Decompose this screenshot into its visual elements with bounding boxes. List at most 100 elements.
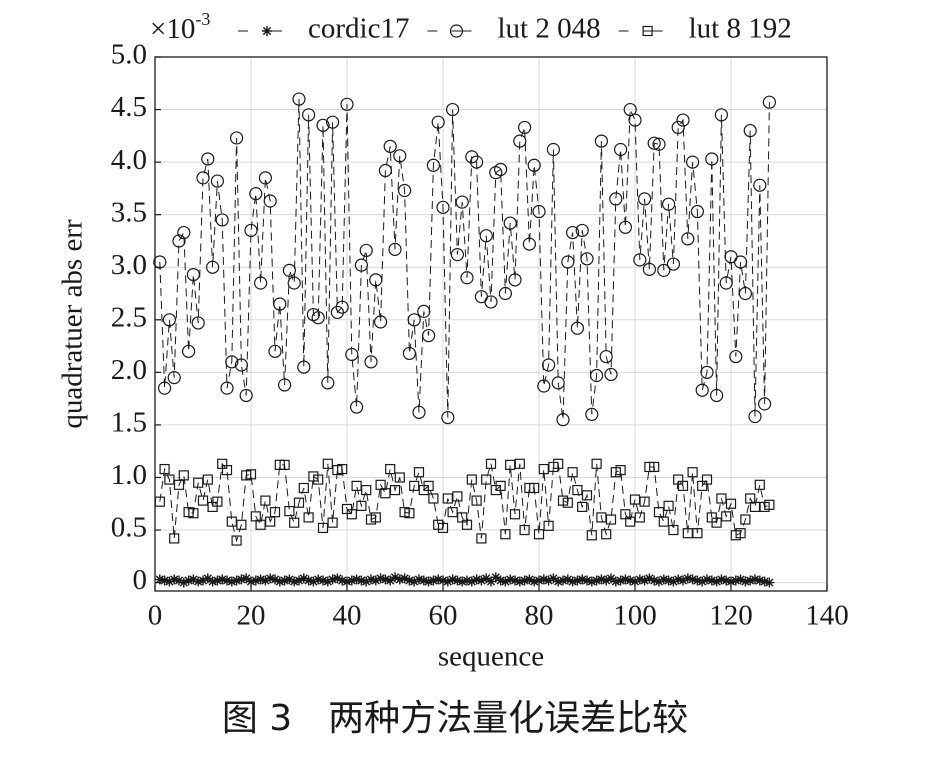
star-marker — [154, 574, 165, 585]
star-marker — [361, 576, 372, 587]
x-tick-label: 40 — [333, 600, 362, 632]
circle-marker — [580, 252, 594, 266]
star-marker — [500, 576, 511, 587]
star-marker — [169, 574, 180, 585]
star-marker — [260, 575, 271, 586]
circle-marker — [642, 262, 657, 276]
circle-marker — [695, 383, 709, 397]
square-marker — [154, 496, 165, 507]
circle-marker — [436, 200, 450, 214]
circle-marker — [484, 295, 498, 309]
star-marker — [596, 574, 607, 585]
star-marker — [625, 575, 636, 586]
circle-marker — [234, 358, 248, 372]
square-marker — [615, 465, 626, 476]
star-marker — [505, 574, 516, 585]
square-marker — [567, 467, 578, 478]
y-tick-label: 4.0 — [111, 144, 147, 176]
square-marker — [677, 480, 689, 491]
circle-marker — [225, 355, 239, 369]
circle-marker — [340, 97, 354, 111]
circle-marker — [522, 237, 537, 251]
star-marker — [682, 573, 693, 584]
star-marker — [346, 575, 357, 586]
square-marker — [764, 499, 775, 510]
square-marker — [605, 514, 617, 525]
star-marker — [495, 575, 506, 586]
star-marker — [270, 574, 280, 585]
square-marker — [389, 484, 401, 496]
square-marker — [519, 524, 530, 536]
star-marker — [414, 574, 424, 585]
star-marker — [649, 575, 660, 586]
star-marker — [577, 574, 588, 585]
square-marker — [245, 469, 257, 480]
square-marker — [668, 524, 679, 536]
star-marker — [706, 575, 717, 586]
square-marker — [404, 508, 415, 519]
square-marker — [562, 497, 573, 508]
star-marker — [591, 575, 602, 586]
star-marker — [178, 577, 189, 588]
legend-text: cordic17 — [308, 13, 409, 45]
star-marker — [433, 574, 444, 585]
circle-marker — [753, 178, 767, 192]
star-marker — [322, 576, 333, 587]
star-marker — [438, 575, 448, 586]
square-marker — [533, 529, 545, 540]
star-marker — [654, 576, 664, 587]
star-marker — [514, 576, 525, 587]
circle-marker — [455, 195, 469, 209]
square-marker — [649, 461, 660, 473]
square-marker — [447, 507, 458, 518]
star-marker — [327, 574, 338, 585]
star-marker — [332, 573, 343, 584]
square-marker — [687, 467, 698, 478]
star-marker — [678, 575, 688, 586]
square-marker — [197, 495, 209, 506]
star-marker — [308, 576, 319, 587]
circle-marker — [661, 197, 676, 211]
square-marker — [481, 474, 492, 485]
star-marker — [217, 574, 228, 585]
circle-marker — [690, 204, 705, 219]
square-marker — [313, 474, 324, 485]
square-marker — [711, 517, 722, 528]
star-marker — [519, 575, 530, 586]
square-marker — [538, 463, 549, 475]
circle-marker — [570, 321, 585, 335]
circle-marker — [628, 113, 642, 127]
circle-marker — [449, 24, 464, 38]
star-marker — [447, 574, 458, 585]
circle-marker — [402, 346, 416, 361]
circle-marker — [446, 102, 460, 117]
circle-marker — [609, 192, 623, 206]
star-marker — [375, 573, 386, 584]
circle-marker — [186, 267, 200, 282]
star-marker — [615, 575, 626, 586]
star-marker — [174, 575, 184, 586]
square-marker — [692, 528, 703, 539]
circle-marker — [316, 118, 330, 132]
square-marker — [356, 500, 367, 511]
square-marker — [423, 480, 434, 491]
star-marker — [726, 576, 736, 587]
x-tick-label: 20 — [237, 600, 266, 632]
star-marker — [294, 575, 304, 586]
circle-marker — [460, 271, 474, 285]
star-marker — [284, 574, 295, 585]
star-marker — [606, 573, 616, 584]
star-marker — [754, 575, 765, 586]
circle-marker — [359, 243, 373, 258]
circle-marker — [172, 234, 186, 248]
circle-marker — [292, 92, 306, 106]
star-marker — [658, 574, 669, 585]
circle-marker — [230, 131, 244, 145]
legend-text: lut 8 192 — [689, 13, 792, 45]
circle-marker — [388, 242, 402, 256]
star-marker — [534, 575, 544, 586]
star-marker — [265, 573, 276, 584]
circle-marker — [244, 223, 258, 238]
square-marker — [485, 458, 497, 469]
